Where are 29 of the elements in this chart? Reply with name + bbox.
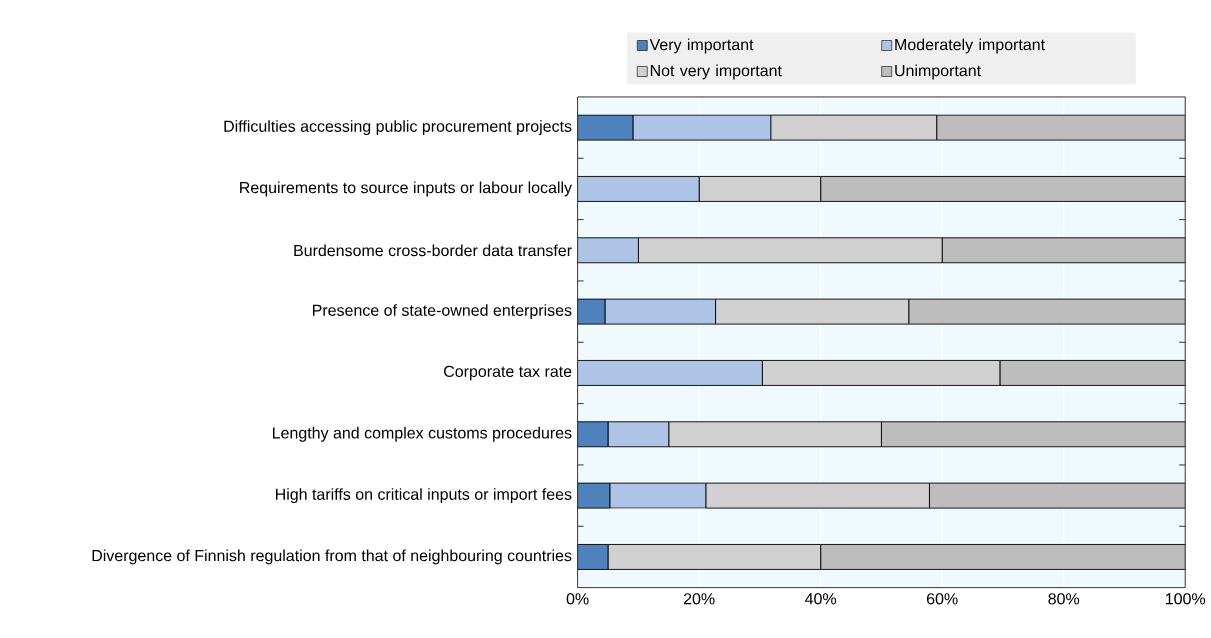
y-tick-label: Lengthy and complex customs procedures bbox=[273, 427, 572, 442]
bar bbox=[820, 544, 1186, 571]
y-tick-label: Difficulties accessing public procurement projects bbox=[224, 120, 572, 136]
x-tick-label: 20% bbox=[683, 593, 715, 605]
bar bbox=[999, 360, 1186, 387]
bar bbox=[880, 421, 1186, 448]
y-tick-label: Corporate tax rate bbox=[444, 365, 572, 381]
x-tick-label: 40% bbox=[805, 593, 837, 605]
y-tick-label: Burdensome cross-border data transfer bbox=[294, 244, 572, 257]
x-tick-label: 60% bbox=[926, 593, 958, 605]
bar bbox=[577, 544, 609, 571]
bar bbox=[577, 421, 609, 448]
bar bbox=[936, 114, 1186, 141]
x-tick-label: 0% bbox=[566, 593, 589, 605]
x-tick-label: 100% bbox=[1166, 593, 1206, 605]
bar bbox=[577, 114, 634, 141]
bar bbox=[908, 298, 1186, 325]
y-tick-label: Requirements to source inputs or labour locally bbox=[240, 181, 572, 197]
legend-label: Unimportant bbox=[895, 64, 981, 80]
bar bbox=[941, 237, 1186, 264]
legend-label: Moderately important bbox=[895, 38, 1045, 54]
bar bbox=[820, 176, 1186, 203]
y-tick-label: Divergence of Finnish regulation from that of neighbouring countries bbox=[92, 549, 572, 565]
legend-label: Very important bbox=[649, 38, 754, 54]
x-tick-label: 80% bbox=[1048, 593, 1080, 605]
bar bbox=[928, 482, 1186, 509]
legend-label: Not very important bbox=[650, 64, 782, 80]
y-tick-label: High tariffs on critical inputs or import fees bbox=[276, 488, 572, 504]
y-tick-label: Presence of state-owned enterprises bbox=[312, 304, 572, 320]
